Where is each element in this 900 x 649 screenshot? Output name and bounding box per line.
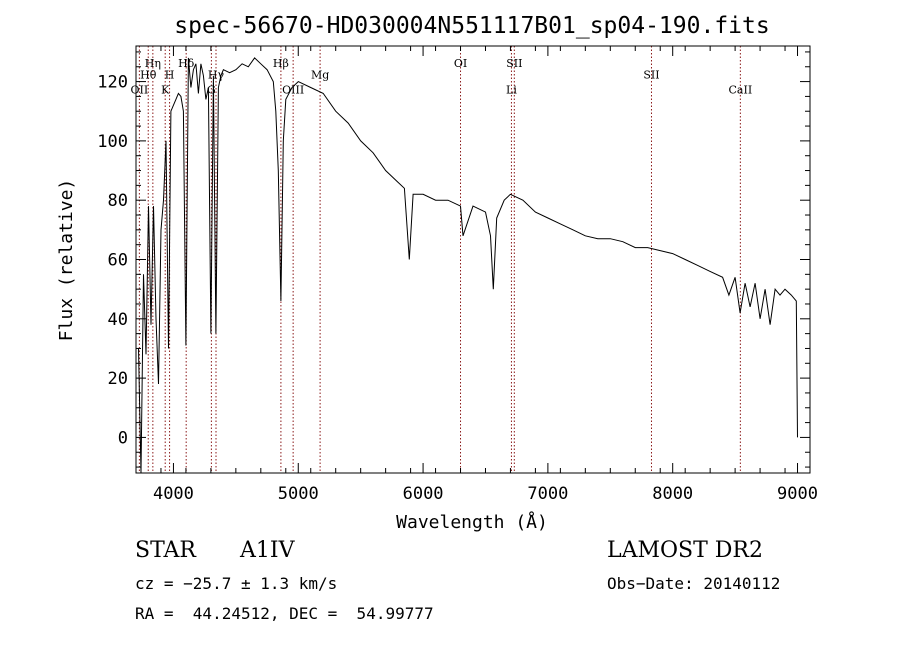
velocity-label: cz = −25.7 ± 1.3 km/s xyxy=(135,574,338,593)
y-axis: 0 20 40 60 80 100 120 xyxy=(97,51,810,468)
line-label: OIII xyxy=(282,83,304,96)
x-tick-label: 8000 xyxy=(652,484,693,504)
x-tick-label: 5000 xyxy=(278,484,319,504)
x-axis-label: Wavelength (Å) xyxy=(396,511,548,533)
line-label: SII xyxy=(643,69,659,82)
spectrum-line xyxy=(138,57,798,474)
line-label: OII xyxy=(131,83,149,96)
plot-frame xyxy=(135,45,811,474)
x-tick-label: 6000 xyxy=(403,484,444,504)
line-label: K xyxy=(161,83,170,96)
y-tick-label: 100 xyxy=(97,132,128,152)
line-label: Hγ xyxy=(208,69,225,82)
line-label: OI xyxy=(454,57,467,70)
line-label: Hβ xyxy=(273,57,289,70)
y-tick-label: 120 xyxy=(97,73,128,93)
line-label: Hη xyxy=(145,57,161,70)
line-label: CaII xyxy=(729,83,753,96)
line-markers xyxy=(138,46,741,473)
x-tick-label: 7000 xyxy=(527,484,568,504)
coords-label: RA = 44.24512, DEC = 54.99777 xyxy=(135,604,434,623)
y-tick-label: 40 xyxy=(108,310,128,330)
line-label: Li xyxy=(506,83,517,96)
y-tick-label: 0 xyxy=(118,428,128,448)
line-label: Mg xyxy=(311,69,329,82)
x-tick-label: 4000 xyxy=(153,484,194,504)
subclass-label: A1IV xyxy=(240,538,295,563)
y-tick-label: 20 xyxy=(108,369,128,389)
y-tick-label: 60 xyxy=(108,251,128,271)
obs-date-label: Obs−Date: 20140112 xyxy=(607,574,781,593)
survey-label: LAMOST DR2 xyxy=(607,538,763,563)
y-tick-label: 80 xyxy=(108,191,128,211)
line-label: Hθ xyxy=(140,69,157,82)
line-label: SII xyxy=(506,57,522,70)
y-axis-label: Flux (relative) xyxy=(56,179,77,342)
x-axis: 4000 5000 6000 7000 8000 9000 xyxy=(135,46,818,504)
class-label: STAR xyxy=(135,538,196,563)
line-label: H xyxy=(165,69,175,82)
line-label: G xyxy=(207,83,216,96)
line-label: Hδ xyxy=(178,57,195,70)
x-tick-label: 9000 xyxy=(777,484,818,504)
chart-title: spec-56670-HD030004N551117B01_sp04-190.f… xyxy=(174,13,769,39)
